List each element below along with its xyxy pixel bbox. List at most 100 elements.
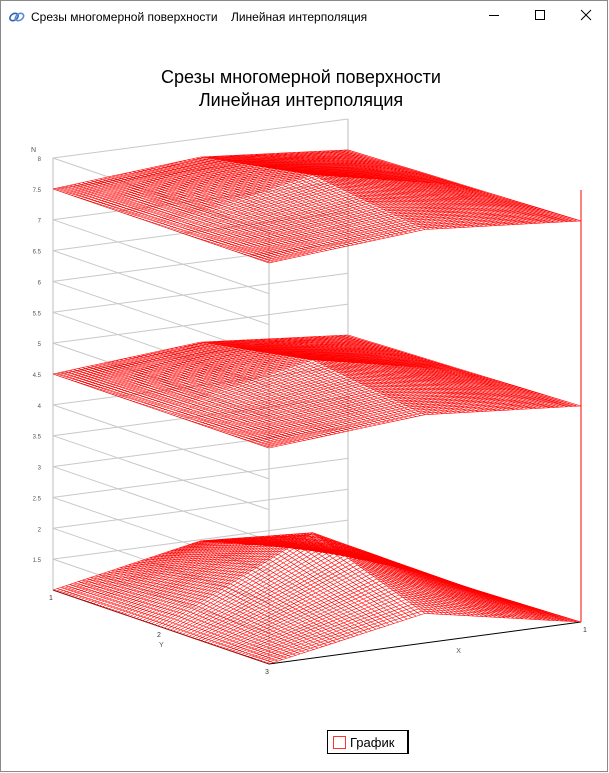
maximize-button[interactable] — [517, 1, 563, 32]
surface-line — [142, 171, 445, 220]
surface-line — [167, 536, 472, 630]
surface-line — [123, 353, 425, 399]
surface-line — [222, 578, 532, 649]
surface-line — [179, 546, 485, 634]
surface-line — [256, 216, 568, 259]
surface-line — [62, 337, 359, 378]
grid-line — [52, 365, 349, 480]
chart-title-line2: Линейная интерполяция — [198, 90, 404, 110]
surface-line — [204, 381, 512, 427]
surface-line — [80, 158, 379, 199]
surface-line — [167, 177, 472, 229]
z-tick-label: 6 — [38, 280, 42, 286]
surface-line — [86, 345, 385, 386]
surface-line — [139, 355, 442, 404]
surface-line — [247, 213, 558, 256]
surface-line — [164, 361, 468, 413]
surface-line — [176, 367, 482, 417]
grid-line — [52, 211, 349, 326]
grid-line — [52, 303, 349, 418]
surface-line — [213, 200, 522, 245]
surface-line — [170, 539, 475, 631]
surface-plot: 1.5 2 2.5 3 3.5 4 4.5 5 5.5 6 6.5 7 7.5 8N 1 2 3 Y 1 X — [31, 118, 587, 676]
surface-line — [231, 585, 542, 652]
surface-line — [247, 596, 558, 657]
x-axis-label: X — [456, 648, 461, 655]
surface-line — [120, 352, 422, 398]
z-tick-label: 7 — [38, 219, 42, 225]
surface-line — [225, 206, 535, 249]
surface-line — [136, 170, 438, 218]
y-tick-label: 2 — [157, 632, 161, 639]
surface-line — [111, 351, 412, 395]
surface-line — [259, 606, 572, 662]
surface-line — [182, 370, 488, 419]
legend-swatch — [333, 735, 346, 749]
surface-line — [56, 150, 352, 191]
surface-line — [262, 608, 575, 663]
surface-line — [93, 162, 392, 203]
surface-line — [71, 155, 369, 196]
surface-line — [173, 541, 478, 632]
surface-line — [265, 219, 578, 263]
close-button[interactable] — [563, 1, 609, 32]
surface-line — [216, 387, 525, 431]
surface-line — [86, 160, 385, 201]
surface-line — [89, 161, 388, 202]
close-icon — [580, 8, 592, 26]
z-tick-label: 8 — [38, 157, 42, 163]
surface-line — [250, 599, 562, 658]
grid-line — [52, 180, 349, 295]
surface-line — [241, 396, 552, 439]
surface-line — [188, 188, 495, 236]
surface-line — [170, 364, 475, 415]
surface-line — [139, 170, 442, 219]
surface-line — [188, 373, 495, 421]
surface-line — [173, 365, 478, 416]
grid-line — [52, 488, 349, 603]
z-tick-label: 7.5 — [33, 188, 42, 194]
surface-line — [201, 379, 508, 425]
surface-line — [253, 400, 565, 443]
minimize-button[interactable] — [471, 1, 517, 32]
surface-line — [127, 168, 428, 215]
surface-line — [77, 157, 375, 198]
z-tick-label: 5.5 — [33, 311, 42, 317]
chart-title-line1: Срезы многомерной поверхности — [161, 67, 441, 87]
z-axis-label: N — [31, 147, 36, 154]
surface-line — [185, 186, 492, 235]
z-tick-label: 4 — [38, 404, 42, 410]
surface-line — [108, 350, 408, 394]
surface-line — [105, 165, 405, 208]
surface-line — [253, 601, 565, 659]
surface-line — [244, 212, 555, 255]
surface-line — [194, 376, 502, 423]
surface-line — [182, 548, 488, 635]
y-tick-label: 1 — [49, 595, 53, 602]
surface-line — [142, 356, 445, 405]
surface-line — [268, 613, 582, 665]
surface-line — [210, 384, 518, 429]
surface-line — [259, 402, 572, 446]
surface-line — [219, 389, 528, 432]
surface-line — [52, 334, 349, 375]
surface-line — [133, 354, 435, 402]
surface-line — [213, 386, 522, 430]
surface-line — [197, 560, 505, 640]
surface-line — [185, 550, 492, 636]
title-bar[interactable]: Срезы многомерной поверхности Линейная и… — [1, 1, 607, 32]
surface-line — [83, 344, 382, 385]
surface-line — [133, 169, 435, 217]
chart-area: Срезы многомерной поверхности Линейная и… — [1, 32, 608, 772]
surface-line — [244, 397, 555, 440]
surface-line — [65, 338, 362, 379]
surface-line — [117, 167, 418, 212]
surface-line — [102, 349, 402, 392]
surface-line — [148, 172, 452, 222]
surface-line — [216, 573, 525, 647]
surface-line — [194, 557, 502, 639]
surface-line — [241, 592, 552, 655]
surface-line — [207, 197, 515, 242]
surface-line — [210, 569, 518, 645]
